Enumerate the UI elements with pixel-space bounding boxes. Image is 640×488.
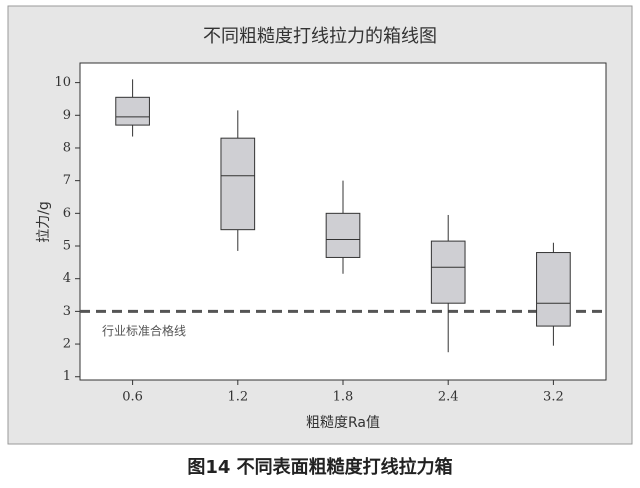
box — [325, 212, 361, 258]
y-axis-label: 拉力/g — [36, 201, 52, 243]
x-axis-label: 粗糙度Ra值 — [306, 415, 380, 431]
caption: 图14 不同表面粗糙度打线拉力箱 — [187, 456, 452, 478]
box — [220, 137, 256, 231]
y-tick-label: 4 — [63, 271, 71, 286]
reference-label: 行业标准合格线 — [102, 323, 186, 338]
x-tick-label: 1.8 — [333, 390, 354, 405]
y-tick-label: 8 — [63, 140, 71, 155]
box — [430, 240, 466, 304]
x-tick-label: 0.6 — [122, 390, 143, 405]
y-tick-label: 1 — [63, 369, 71, 384]
y-tick-label: 3 — [63, 304, 71, 319]
y-tick-label: 2 — [63, 337, 71, 352]
y-tick-label: 10 — [54, 75, 71, 90]
y-tick-label: 7 — [63, 173, 71, 188]
x-tick-label: 3.2 — [543, 390, 564, 405]
box — [115, 96, 150, 126]
y-tick-label: 9 — [63, 108, 71, 123]
y-tick-label: 5 — [63, 239, 71, 254]
box — [536, 252, 571, 327]
y-tick-label: 6 — [63, 206, 71, 221]
x-tick-label: 1.2 — [227, 390, 248, 405]
chart-title: 不同粗糙度打线拉力的箱线图 — [203, 26, 437, 47]
x-tick-label: 2.4 — [438, 390, 459, 405]
